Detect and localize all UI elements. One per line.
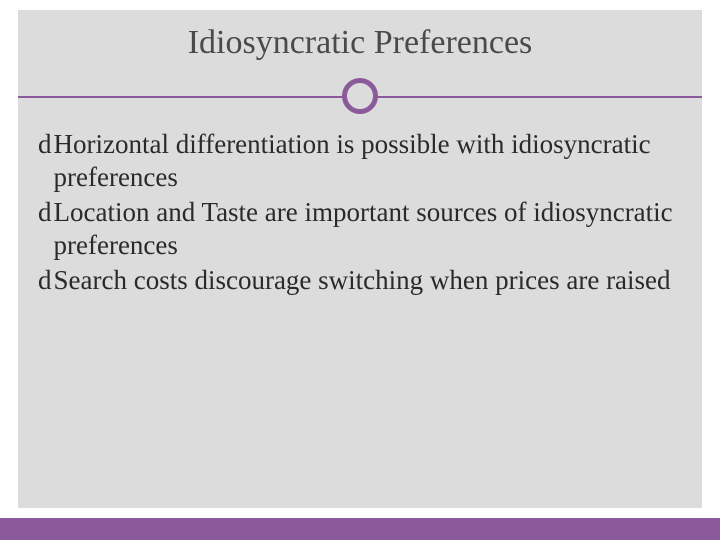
divider-circle-icon [342, 78, 378, 114]
title-divider [18, 74, 702, 118]
bullet-text: Horizontal differentiation is possible w… [54, 128, 685, 194]
list-item: d Horizontal differentiation is possible… [38, 128, 684, 194]
bullet-icon: d [38, 196, 52, 229]
slide-title: Idiosyncratic Preferences [18, 10, 702, 62]
list-item: d Search costs discourage switching when… [38, 264, 684, 297]
bullet-text: Location and Taste are important sources… [54, 196, 685, 262]
bullet-icon: d [38, 264, 52, 297]
content-area: Idiosyncratic Preferences d Horizontal d… [18, 10, 702, 508]
bullet-list: d Horizontal differentiation is possible… [18, 118, 702, 297]
bullet-icon: d [38, 128, 52, 161]
footer-bar [0, 518, 720, 540]
footer-gap [0, 508, 720, 518]
bullet-text: Search costs discourage switching when p… [54, 264, 685, 297]
list-item: d Location and Taste are important sourc… [38, 196, 684, 262]
slide: Idiosyncratic Preferences d Horizontal d… [0, 0, 720, 540]
